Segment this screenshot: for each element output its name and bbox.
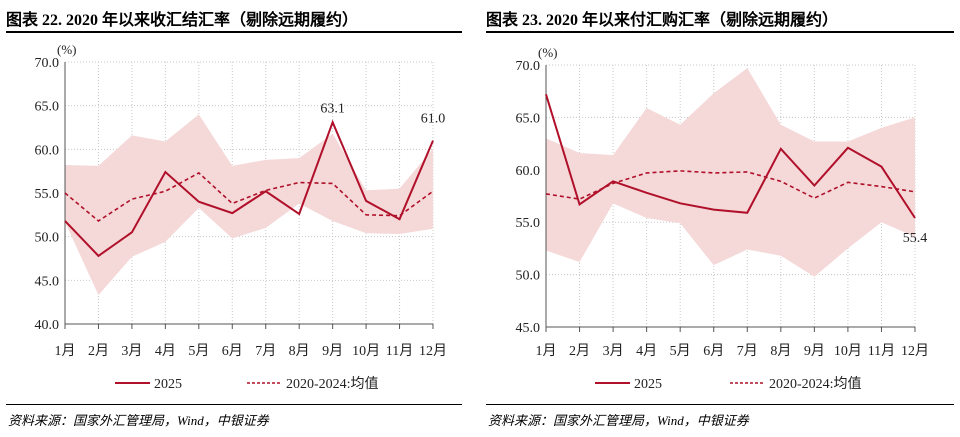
- x-tick-label: 4月: [155, 343, 176, 359]
- x-tick-label: 1月: [536, 343, 557, 359]
- title-rule-left: [6, 31, 462, 33]
- x-tick-label: 4月: [636, 343, 657, 359]
- series-line-average: [64, 171, 434, 222]
- x-tick-label: 10月: [834, 343, 862, 359]
- y-tick-label: 60.0: [35, 143, 60, 158]
- y-tick-label: 65.0: [35, 100, 60, 115]
- x-tick-label: 3月: [121, 343, 142, 359]
- x-tick-label: 5月: [188, 343, 209, 359]
- x-tick-label: 9月: [804, 343, 825, 359]
- x-tick-label: 6月: [222, 343, 243, 359]
- x-tick-label: 8月: [289, 343, 310, 359]
- x-tick-label: 12月: [419, 343, 447, 359]
- y-tick-label: 50.0: [35, 231, 60, 246]
- legend-label: 2020-2024:均值: [286, 376, 379, 392]
- chart-22: 40.0 45.0 50.0 55.0 60.0 65.0 70.0 1月 2月 3月 4月 5月 6月…: [35, 42, 448, 392]
- legend-label: 2020-2024:均值: [769, 376, 862, 392]
- y-tick-label: 55.0: [35, 187, 60, 202]
- legend-label: 2025: [634, 377, 662, 392]
- series-line-2025: [64, 119, 434, 258]
- y-tick-label: 45.0: [516, 321, 541, 336]
- x-tick-label: 12月: [901, 343, 929, 359]
- x-tick-label: 11月: [386, 343, 413, 359]
- chart-23-source: 资料来源：国家外汇管理局，Wind，中银证券: [488, 413, 749, 428]
- y-tick-label: 55.0: [516, 216, 541, 231]
- x-tick-label: 5月: [670, 343, 691, 359]
- chart-23-title: 图表 23. 2020 年以来付汇购汇率（剔除远期履约）: [486, 12, 839, 29]
- footer-rule-left: [6, 404, 462, 405]
- x-tick-label: 3月: [603, 343, 624, 359]
- x-tick-label: 8月: [770, 343, 791, 359]
- y-tick-label: 40.0: [35, 318, 60, 333]
- y-tick-label: 70.0: [516, 59, 541, 74]
- title-rule-right: [486, 31, 954, 33]
- x-tick-label: 2月: [569, 343, 590, 359]
- x-tick-label: 6月: [703, 343, 724, 359]
- x-tick-label: 7月: [255, 343, 276, 359]
- x-tick-label: 9月: [322, 343, 343, 359]
- chart-23: 45.0 50.0 55.0 60.0 65.0 70.0 1月 2月 3月 4月 5月 6月 7月 8月…: [516, 45, 930, 392]
- y-tick-label: 50.0: [516, 269, 541, 284]
- data-label: 63.1: [320, 101, 345, 116]
- x-tick-label: 10月: [352, 343, 380, 359]
- range-band-2020-2024: [65, 114, 433, 296]
- y-tick-label: 60.0: [516, 164, 541, 179]
- footer-rule-right: [486, 404, 954, 405]
- data-label: 61.0: [421, 112, 446, 127]
- y-axis-unit: (%): [57, 42, 77, 57]
- series-line-average: [545, 170, 916, 200]
- x-tick-label: 7月: [737, 343, 758, 359]
- x-tick-label: 11月: [868, 343, 895, 359]
- y-tick-label: 70.0: [35, 56, 60, 71]
- data-label: 55.4: [903, 231, 928, 246]
- x-tick-label: 1月: [55, 343, 76, 359]
- y-tick-label: 45.0: [35, 274, 60, 289]
- chart-22-title: 图表 22. 2020 年以来收汇结汇率（剔除远期履约）: [6, 12, 359, 29]
- y-tick-label: 65.0: [516, 111, 541, 126]
- y-axis-unit: (%): [538, 45, 558, 60]
- legend-label: 2025: [154, 377, 182, 392]
- chart-22-source: 资料来源：国家外汇管理局，Wind，中银证券: [8, 413, 269, 428]
- x-tick-label: 2月: [88, 343, 109, 359]
